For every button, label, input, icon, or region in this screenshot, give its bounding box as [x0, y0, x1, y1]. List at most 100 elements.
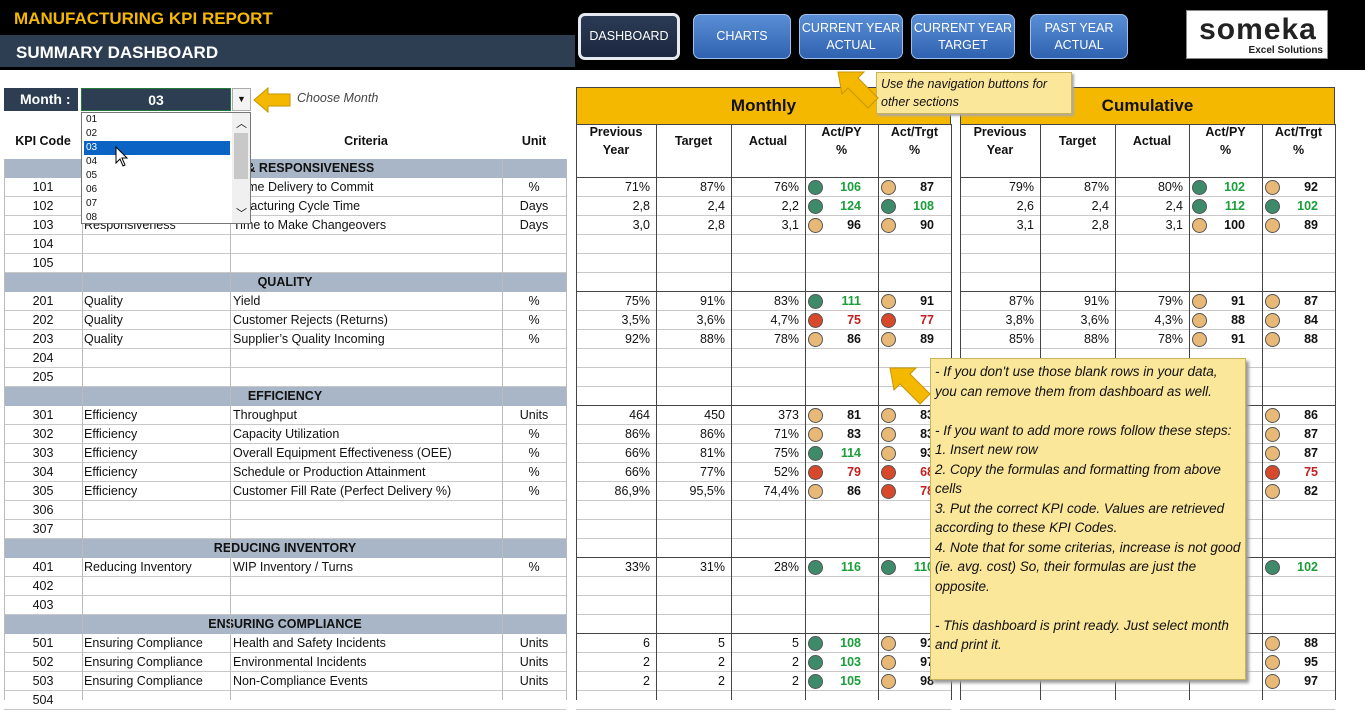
cumulative-value: 79% — [1008, 180, 1034, 194]
col-line — [731, 124, 732, 700]
kpi-code: 305 — [32, 484, 54, 498]
scrollbar-thumb[interactable] — [234, 133, 248, 179]
month-option[interactable]: 03 — [84, 141, 230, 155]
month-option[interactable]: 06 — [86, 184, 98, 195]
percent-value: 83 — [847, 427, 861, 441]
kpi-unit: % — [528, 446, 540, 460]
c-col-act-trgt-text: % — [1292, 143, 1305, 157]
monthly-value: 3,5% — [621, 313, 651, 327]
percent-value: 86 — [847, 484, 861, 498]
month-option[interactable]: 07 — [86, 198, 98, 209]
row-line — [4, 348, 566, 349]
cumulative-value: 4,3% — [1154, 313, 1184, 327]
percent-value: 91 — [920, 636, 934, 650]
col-line — [566, 159, 567, 700]
cumulative-value: 3,6% — [1080, 313, 1110, 327]
section-divider — [576, 557, 951, 558]
row-line — [576, 538, 951, 539]
month-option[interactable]: 08 — [86, 212, 98, 223]
current-year-actual-button[interactable]: CURRENT YEAR ACTUAL — [799, 14, 903, 59]
row-line — [576, 519, 951, 520]
status-indicator-icon — [808, 655, 823, 670]
section-divider — [960, 291, 1335, 292]
percent-value: 84 — [1304, 313, 1318, 327]
row-line — [576, 652, 951, 653]
status-indicator-icon — [881, 313, 896, 328]
month-option[interactable]: 02 — [86, 128, 98, 139]
m-col-actual: Actual — [731, 124, 805, 158]
monthly-value: 2 — [792, 674, 799, 688]
status-indicator-icon — [808, 636, 823, 651]
percent-value: 87 — [920, 180, 934, 194]
help-line — [935, 401, 1241, 421]
month-select[interactable]: 03 — [81, 88, 231, 111]
percent-value: 90 — [920, 218, 934, 232]
col-line — [230, 159, 231, 700]
c-col-target-text: Target — [1058, 134, 1097, 148]
charts-button[interactable]: CHARTS — [693, 14, 791, 59]
help-line: 4. Note that for some criterias, increas… — [935, 539, 1241, 594]
py-actual-line2: ACTUAL — [1054, 37, 1104, 52]
month-label: Month : — [4, 88, 78, 111]
row-line — [576, 215, 951, 216]
kpi-code: 401 — [32, 560, 54, 574]
kpi-unit: % — [528, 332, 540, 346]
help-line: 1. Insert new row — [935, 442, 1038, 457]
kpi-unit: Days — [519, 199, 549, 213]
kpi-code: 504 — [32, 693, 54, 707]
monthly-value: 2 — [643, 674, 650, 688]
month-dropdown-list[interactable]: 01 02 03 04 05 06 07 08 ︿ ﹀ — [81, 112, 251, 224]
row-line — [4, 367, 566, 368]
dashboard-button[interactable]: DASHBOARD — [578, 13, 680, 60]
help-line — [935, 596, 1241, 616]
kpi-category: Quality — [84, 313, 123, 327]
section-divider — [960, 177, 1335, 178]
kpi-unit: % — [528, 484, 540, 498]
status-indicator-icon — [1265, 446, 1280, 461]
percent-value: 98 — [920, 674, 934, 688]
monthly-value: 86% — [624, 427, 650, 441]
percent-value: 83 — [920, 427, 934, 441]
current-year-target-button[interactable]: CURRENT YEAR TARGET — [911, 14, 1015, 59]
status-indicator-icon — [1192, 199, 1207, 214]
row-line — [4, 196, 566, 197]
help-line: - If you don't use those blank rows in y… — [935, 364, 1218, 399]
c-col-actual: Actual — [1115, 124, 1189, 158]
kpi-criteria: Time to Make Changeovers — [233, 218, 387, 232]
past-year-actual-button[interactable]: PAST YEAR ACTUAL — [1030, 14, 1128, 59]
status-indicator-icon — [808, 560, 823, 575]
month-option[interactable]: 05 — [86, 170, 98, 181]
cy-actual-line2: ACTUAL — [826, 37, 876, 52]
kpi-unit: Units — [519, 636, 549, 650]
month-option[interactable]: 01 — [86, 114, 98, 125]
row-line — [576, 671, 951, 672]
percent-value: 91 — [1231, 332, 1245, 346]
percent-value: 88 — [1304, 332, 1318, 346]
kpi-code: 302 — [32, 427, 54, 441]
section-header: EFFICIENCY — [4, 387, 566, 406]
chevron-up-icon[interactable]: ︿ — [236, 118, 247, 130]
kpi-code: 403 — [32, 598, 54, 612]
month-option[interactable]: 04 — [86, 156, 98, 167]
kpi-code: 503 — [32, 674, 54, 688]
section-divider — [576, 177, 951, 178]
row-line — [4, 576, 566, 577]
py-actual-line1: PAST YEAR — [1044, 20, 1114, 35]
chevron-down-icon[interactable]: ﹀ — [236, 208, 247, 220]
percent-value: 88 — [1304, 636, 1318, 650]
col-line — [502, 159, 503, 700]
percent-value: 77 — [920, 313, 934, 327]
col-unit-text: Unit — [521, 134, 547, 148]
kpi-code: 105 — [32, 256, 54, 270]
col-unit: Unit — [502, 124, 566, 158]
status-indicator-icon — [881, 674, 896, 689]
percent-value: 108 — [840, 636, 861, 650]
percent-value: 79 — [847, 465, 861, 479]
row-line — [960, 272, 1335, 273]
dropdown-scrollbar[interactable]: ︿ ﹀ — [232, 113, 250, 223]
col-line — [82, 159, 83, 700]
percent-value: 89 — [1304, 218, 1318, 232]
status-indicator-icon — [1192, 218, 1207, 233]
month-dropdown-button[interactable]: ▼ — [232, 88, 251, 111]
kpi-code: 104 — [32, 237, 54, 251]
